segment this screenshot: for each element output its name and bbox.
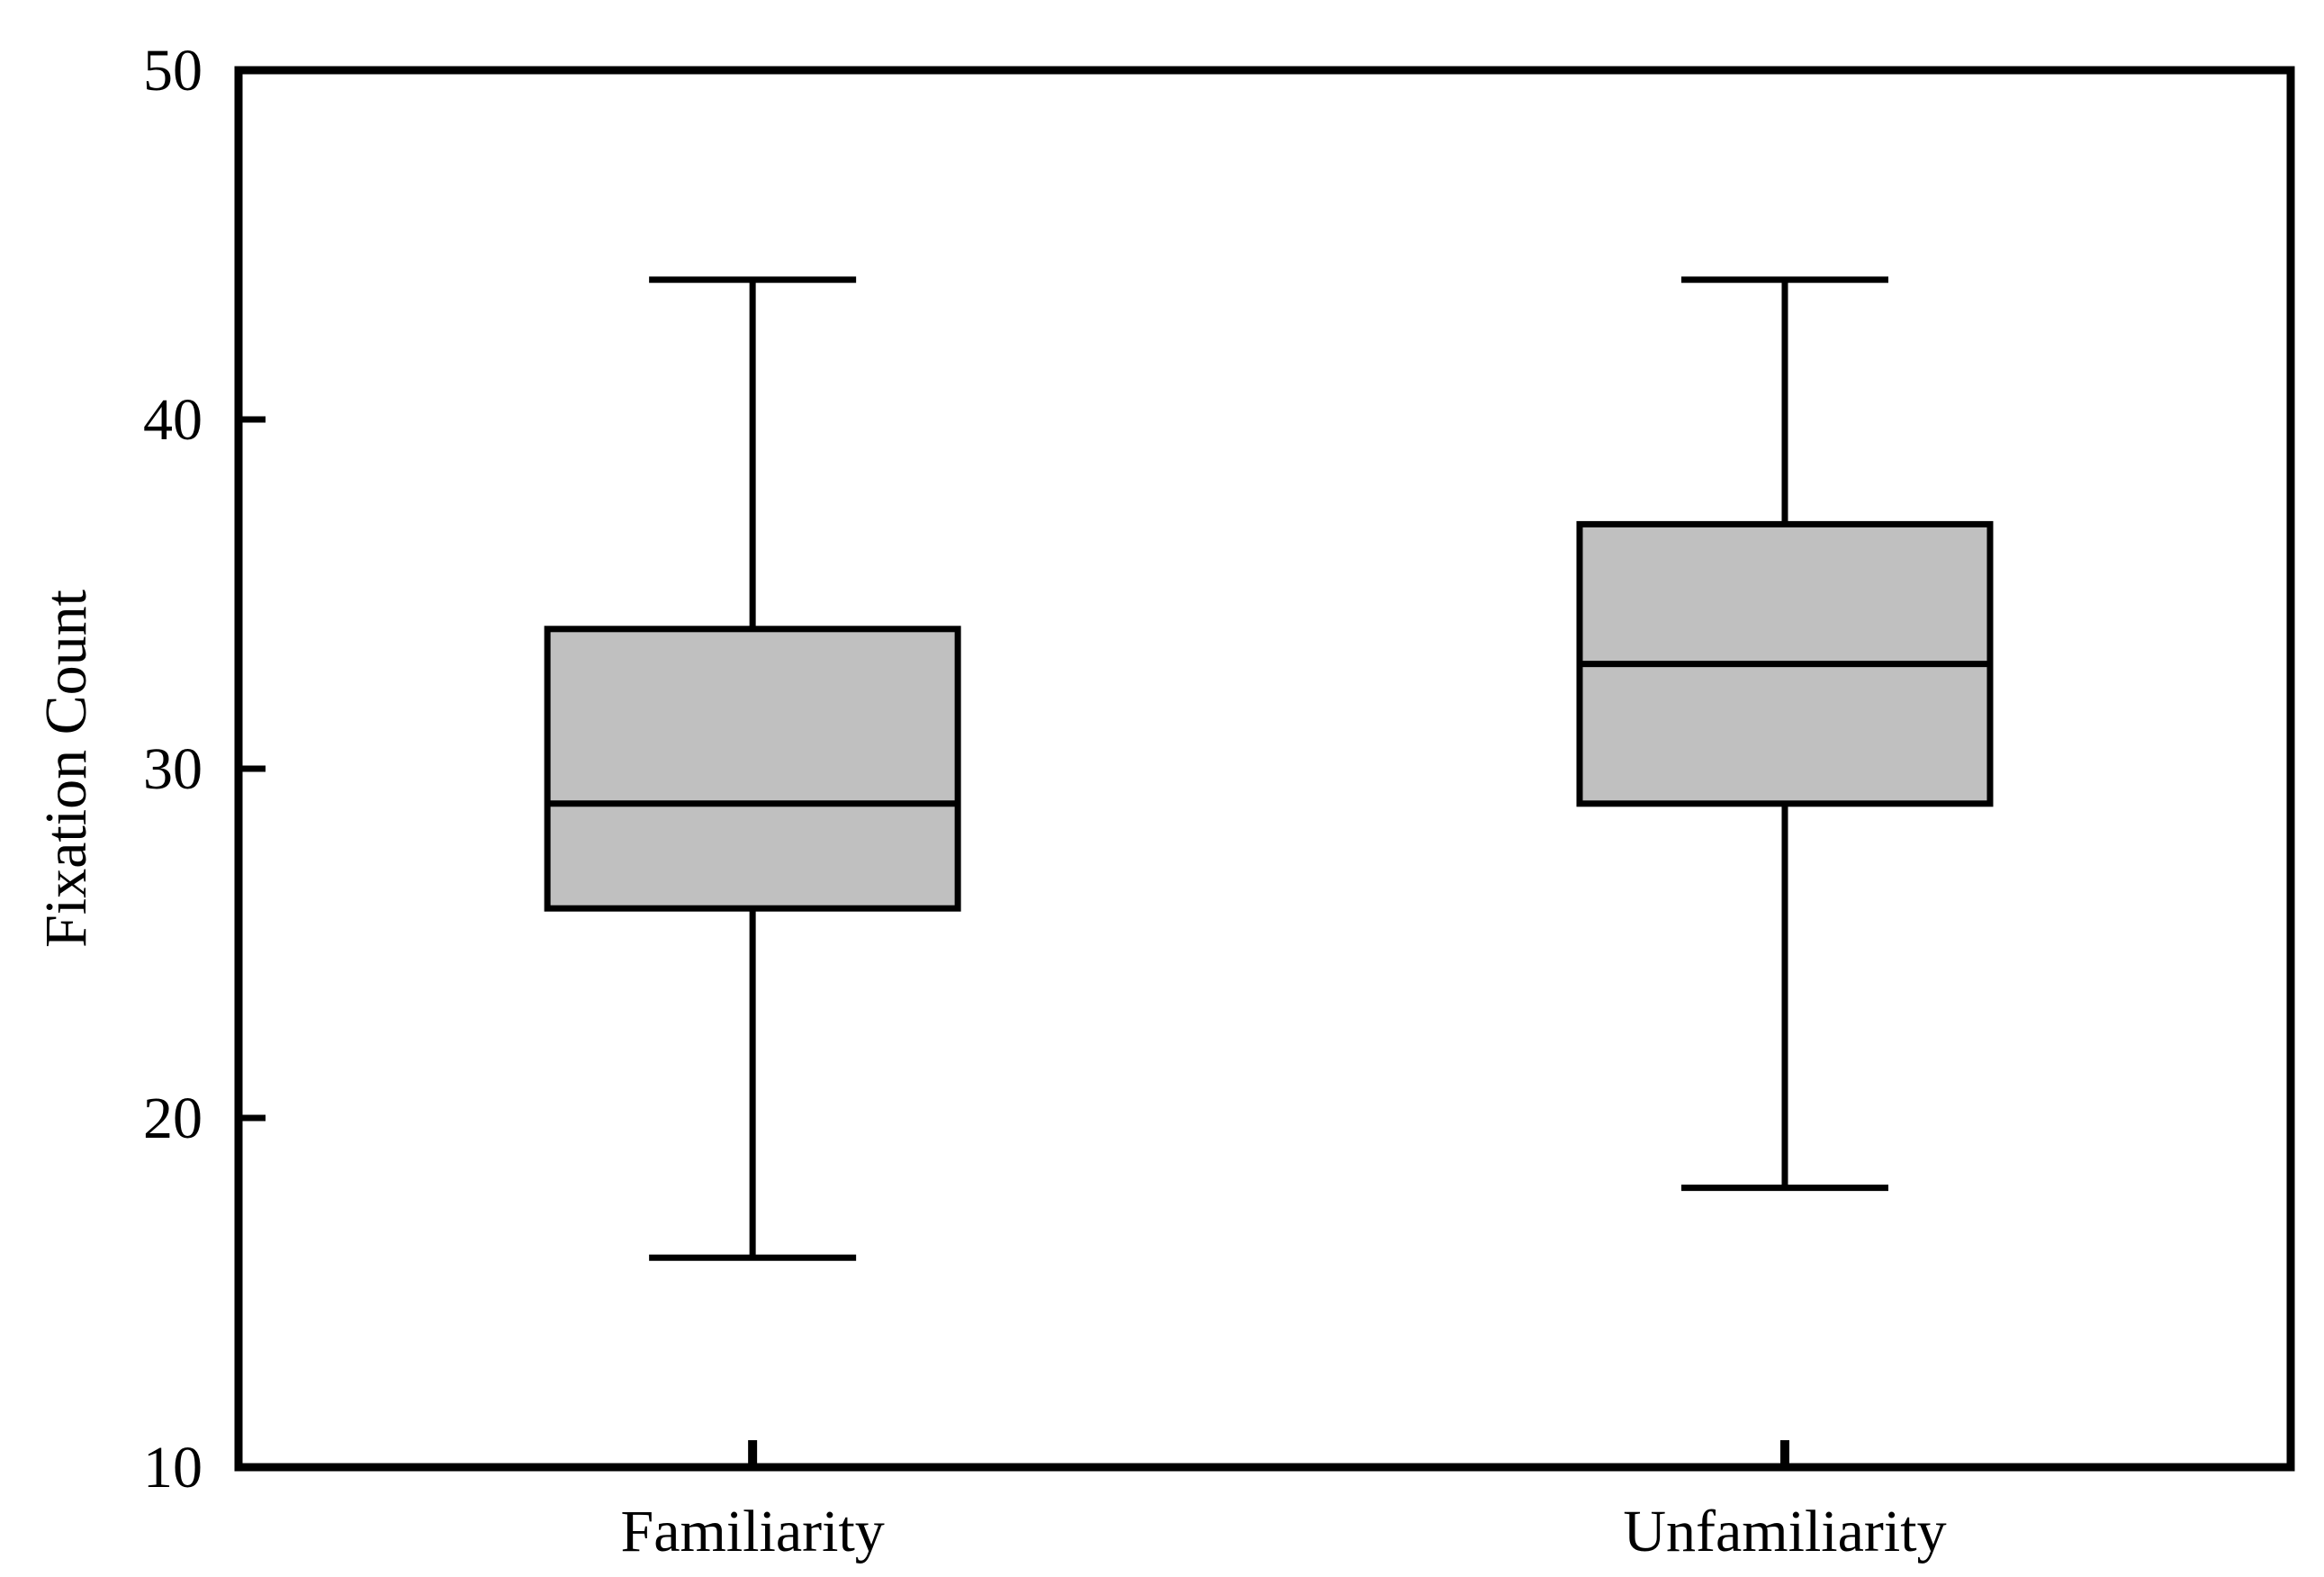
y-tick-label: 50	[143, 38, 203, 104]
iqr-box	[544, 626, 961, 912]
x-tick-label: Familiarity	[620, 1499, 884, 1564]
boxes-layer	[544, 276, 1994, 1261]
plot-frame	[234, 66, 2295, 1472]
box-familiarity	[544, 276, 961, 1261]
y-tick-label: 10	[143, 1435, 203, 1500]
y-tick-label: 20	[143, 1086, 203, 1151]
box-unfamiliarity	[1576, 276, 1994, 1192]
y-tick-label: 30	[143, 736, 203, 802]
ticks-layer: 10 20 30 40 50 Familiarity Unfamiliarity	[143, 38, 1947, 1564]
y-axis-title: Fixation Count	[33, 590, 99, 948]
x-tick-label: Unfamiliarity	[1623, 1499, 1946, 1564]
y-tick-label: 40	[143, 387, 203, 453]
